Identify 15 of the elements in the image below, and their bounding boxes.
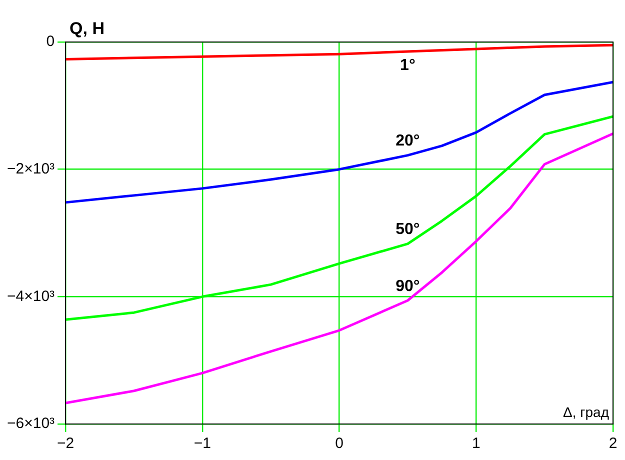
x-tick-label: −1 <box>194 435 211 452</box>
x-tick-label: 1 <box>472 435 480 452</box>
series-label: 20° <box>396 132 420 150</box>
x-tick-label: 2 <box>608 435 618 452</box>
y-tick-label: −2×10³ <box>6 160 55 178</box>
x-tick-label: −2 <box>56 435 74 452</box>
y-tick-label: −6×10³ <box>6 415 55 432</box>
x-axis-title: Δ, град <box>563 404 609 420</box>
y-tick-label: 0 <box>46 33 55 50</box>
x-tick-label: 0 <box>335 435 344 452</box>
y-tick-label: −4×10³ <box>6 288 55 305</box>
series-label: 90° <box>396 278 420 295</box>
y-axis-title: Q, H <box>70 19 104 38</box>
series-label: 50° <box>396 221 420 238</box>
series-label: 1° <box>400 56 416 74</box>
